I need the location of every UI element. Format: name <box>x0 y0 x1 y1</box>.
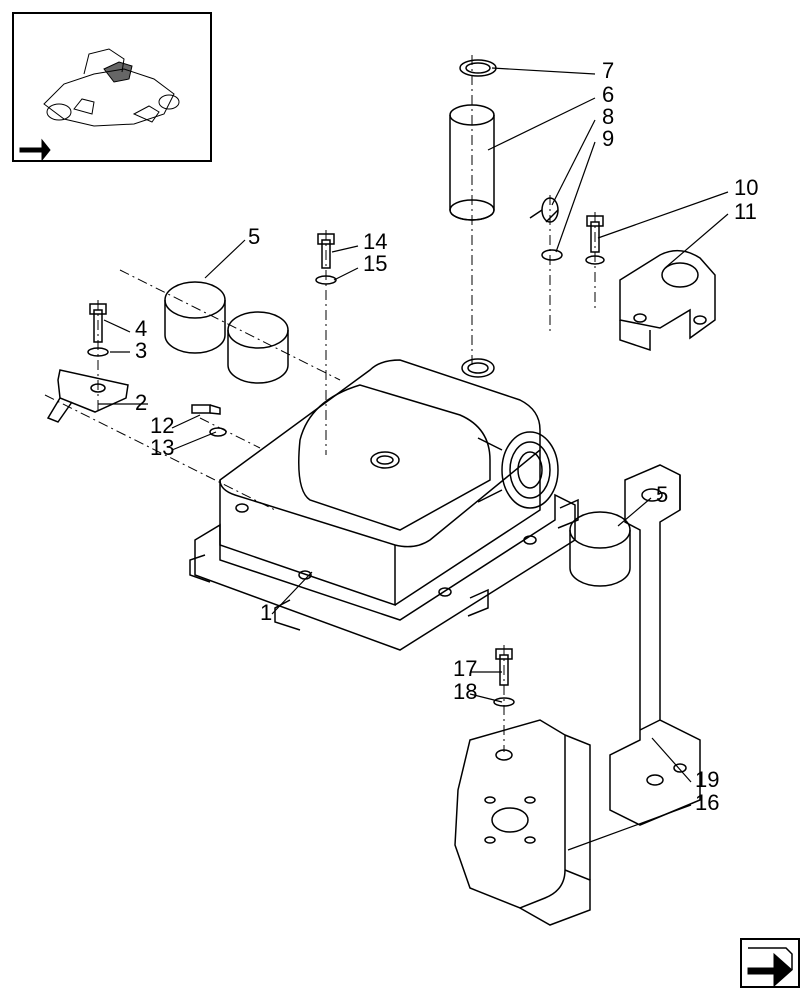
callout-15: 15 <box>363 251 387 277</box>
part-bolt-12-13 <box>192 405 226 436</box>
diagram-svg <box>0 0 812 1000</box>
next-page-icon[interactable] <box>740 938 800 988</box>
callout-19: 19 <box>695 767 719 793</box>
callout-11: 11 <box>734 199 757 225</box>
part-plug-8-9 <box>530 198 562 260</box>
callout-4: 4 <box>135 316 147 342</box>
callout-5b: 5 <box>656 482 668 508</box>
part-bracket-right <box>586 216 715 350</box>
callout-16: 16 <box>695 790 719 816</box>
callout-10: 10 <box>734 175 758 201</box>
callout-5a: 5 <box>248 224 260 250</box>
callout-1: 1 <box>260 600 272 626</box>
callout-18: 18 <box>453 679 477 705</box>
callout-13: 13 <box>150 435 174 461</box>
part-bracket-16 <box>455 720 590 925</box>
callout-9: 9 <box>602 126 614 152</box>
part-bushing-left <box>165 282 288 383</box>
callout-2: 2 <box>135 390 147 416</box>
part-bolt-17-18 <box>494 649 514 706</box>
part-cylinder-6-7 <box>450 60 496 220</box>
exploded-diagram <box>0 0 812 1000</box>
part-housing <box>190 359 578 650</box>
callout-7: 7 <box>602 58 614 84</box>
